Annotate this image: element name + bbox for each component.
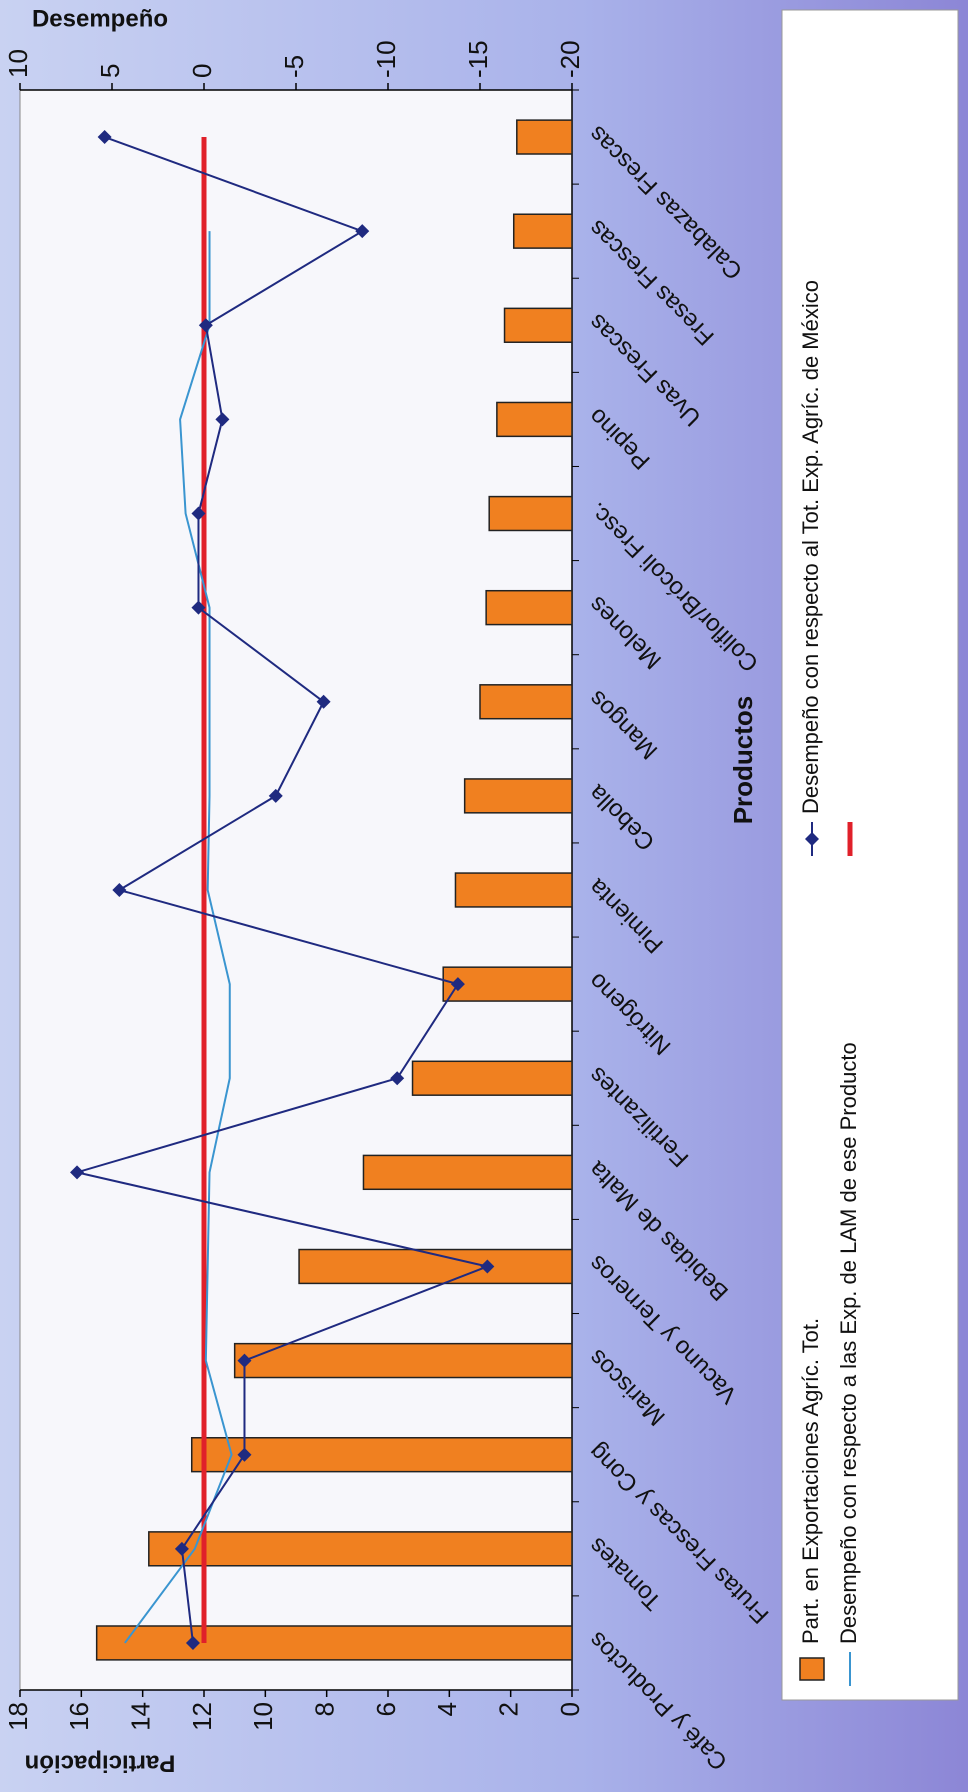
point [198,318,213,333]
point [191,600,206,615]
legend-marker [805,832,819,846]
legend-label: Part. en Exportaciones Agríc. Tot. [798,1318,823,1644]
y-tick-label: 12 [187,1702,217,1731]
point [191,506,206,521]
point [390,1071,405,1086]
y2-tick-label: -10 [371,40,401,78]
y-tick-label: 2 [494,1702,524,1716]
y2-tick-label: -5 [279,55,309,78]
y2-axis-title: Desempeño [32,5,168,32]
y2-tick-label: -15 [463,40,493,78]
bar [516,119,573,155]
point [70,1165,85,1180]
y-tick-label: 6 [371,1702,401,1716]
bar [512,213,573,249]
point [355,224,370,239]
y-tick-label: 18 [3,1702,33,1731]
y-tick-label: 10 [248,1702,278,1731]
bar [411,1060,573,1096]
point [268,788,283,803]
bar [503,307,573,343]
bar [485,589,573,626]
y-tick-label: 0 [555,1702,585,1716]
y-tick-label: 16 [64,1702,94,1731]
y-tick-label: 8 [310,1702,340,1716]
bar [488,495,573,532]
line [124,231,233,1644]
bar [362,1154,573,1191]
point [237,1447,252,1462]
bar [298,1248,573,1285]
y2-tick-label: 10 [3,49,33,78]
point [97,130,112,145]
point [185,1635,200,1650]
bar [95,1625,573,1661]
y-axis-title: Participación [25,1750,176,1777]
legend-label: Desempeño con respecto a las Exp. de LAM… [836,1042,861,1644]
bar [496,401,573,438]
y2-tick-label: -20 [555,40,585,78]
legend-box [781,9,959,1701]
point [237,1353,252,1368]
y2-tick-label: 0 [187,64,217,78]
point [450,977,465,992]
legend-label: Desempeño con respecto al Tot. Exp. Agrí… [798,280,823,814]
y-tick-label: 4 [432,1702,462,1716]
legend-swatch [799,1657,825,1681]
point [215,412,230,427]
bar [454,872,573,908]
point [316,694,331,709]
point [112,883,127,897]
point [174,1541,189,1556]
point [480,1259,495,1274]
bar [148,1531,573,1567]
bar [479,684,573,720]
y-tick-label: 14 [126,1702,156,1731]
y2-tick-label: 5 [95,64,125,78]
x-axis-title: Productos [728,696,758,825]
bar [442,966,573,1002]
bar [233,1342,573,1379]
bar [190,1437,573,1473]
bar [463,778,573,814]
